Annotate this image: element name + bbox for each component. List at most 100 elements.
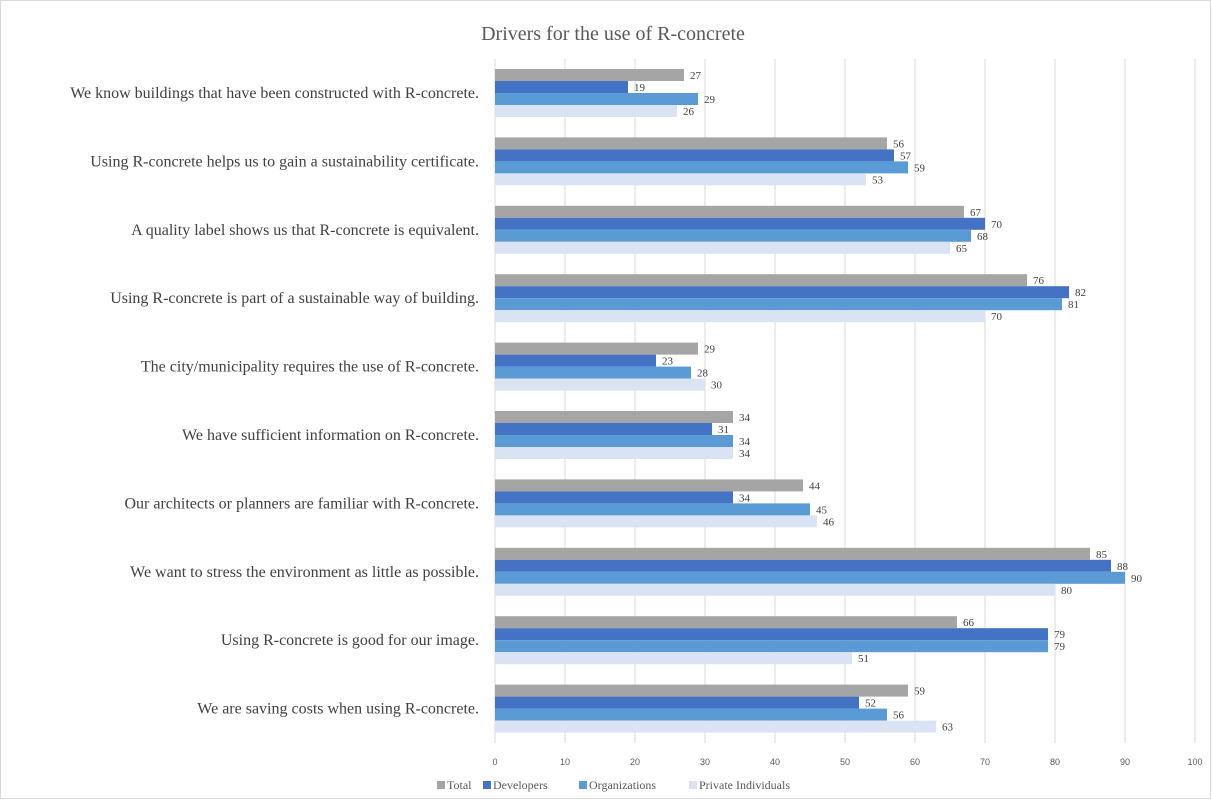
x-tick-label: 60 xyxy=(910,757,920,767)
category-labels: We know buildings that have been constru… xyxy=(70,85,479,718)
data-label: 70 xyxy=(991,219,1003,231)
data-label: 59 xyxy=(914,686,926,698)
data-labels: 2719292656575953677068657682817029232830… xyxy=(634,70,1143,734)
bar-organizations xyxy=(495,708,887,721)
bar-developers xyxy=(495,81,628,93)
x-tick-label: 50 xyxy=(840,757,850,767)
x-tick-label: 40 xyxy=(770,757,780,767)
data-label: 70 xyxy=(991,311,1003,323)
data-label: 34 xyxy=(739,492,751,504)
bar-total xyxy=(495,411,733,423)
legend-label: Private Individuals xyxy=(699,778,790,792)
bar-total xyxy=(495,479,803,492)
bar-total xyxy=(495,69,684,81)
x-axis-tick-labels: 0 10 20 30 40 50 60 70 80 90 100 xyxy=(492,757,1202,767)
legend-swatch xyxy=(483,781,491,789)
data-label: 52 xyxy=(865,698,876,710)
x-tick-label: 80 xyxy=(1050,757,1060,767)
data-label: 66 xyxy=(963,617,975,629)
data-label: 56 xyxy=(893,138,905,150)
bars xyxy=(495,69,1125,733)
legend-label: Total xyxy=(447,778,472,792)
x-tick-label: 20 xyxy=(630,757,640,767)
bar-organizations xyxy=(495,571,1125,584)
bar-private-individuals xyxy=(495,105,677,117)
data-label: 31 xyxy=(718,424,729,436)
data-label: 63 xyxy=(942,722,954,734)
bar-developers xyxy=(495,628,1048,641)
data-label: 81 xyxy=(1068,299,1079,311)
data-label: 68 xyxy=(977,231,989,243)
x-tick-label: 90 xyxy=(1120,757,1130,767)
bar-developers xyxy=(495,217,985,230)
data-label: 82 xyxy=(1075,287,1086,299)
data-label: 34 xyxy=(739,436,751,448)
legend-label: Developers xyxy=(493,778,548,792)
data-label: 34 xyxy=(739,448,751,460)
bar-organizations xyxy=(495,93,698,105)
data-label: 29 xyxy=(704,344,716,356)
data-label: 30 xyxy=(711,380,723,392)
bar-organizations xyxy=(495,229,971,242)
data-label: 34 xyxy=(739,412,751,424)
data-label: 26 xyxy=(683,106,695,118)
x-tick-label: 30 xyxy=(700,757,710,767)
category-label: We want to stress the environment as lit… xyxy=(130,564,479,581)
data-label: 56 xyxy=(893,710,905,722)
data-label: 59 xyxy=(914,162,926,174)
data-label: 85 xyxy=(1096,549,1108,561)
bar-developers xyxy=(495,354,656,367)
data-label: 88 xyxy=(1117,561,1129,573)
category-label: We have sufficient information on R-conc… xyxy=(182,427,479,444)
bar-organizations xyxy=(495,435,733,447)
bar-private-individuals xyxy=(495,720,936,733)
category-label: A quality label shows us that R-concrete… xyxy=(131,222,479,239)
bar-total xyxy=(495,274,1027,287)
bar-developers xyxy=(495,696,859,709)
x-tick-label: 10 xyxy=(560,757,570,767)
bar-private-individuals xyxy=(495,241,950,254)
bar-developers xyxy=(495,286,1069,299)
bar-private-individuals xyxy=(495,378,705,391)
category-label: We are saving costs when using R-concret… xyxy=(197,701,479,718)
category-label: Using R-concrete is part of a sustainabl… xyxy=(110,290,479,307)
bar-private-individuals xyxy=(495,652,852,665)
data-label: 19 xyxy=(634,82,646,94)
data-label: 76 xyxy=(1033,275,1045,287)
bar-private-individuals xyxy=(495,310,985,323)
data-label: 80 xyxy=(1061,585,1073,597)
data-label: 65 xyxy=(956,243,968,255)
bar-organizations xyxy=(495,366,691,379)
bar-organizations xyxy=(495,503,810,516)
bar-private-individuals xyxy=(495,447,733,459)
data-label: 28 xyxy=(697,368,709,380)
data-label: 46 xyxy=(823,516,835,528)
bar-total xyxy=(495,616,957,629)
data-label: 79 xyxy=(1054,629,1066,641)
category-label: Using R-concrete is good for our image. xyxy=(221,632,479,649)
bar-organizations xyxy=(495,640,1048,653)
data-label: 90 xyxy=(1131,573,1143,585)
bar-organizations xyxy=(495,298,1062,311)
data-label: 45 xyxy=(816,504,828,516)
legend-swatch xyxy=(579,781,587,789)
bar-organizations xyxy=(495,161,908,174)
bar-total xyxy=(495,547,1090,560)
x-tick-label: 100 xyxy=(1187,757,1202,767)
legend-label: Organizations xyxy=(589,778,656,792)
chart-title: Drivers for the use of R-concrete xyxy=(481,23,745,45)
legend-swatch xyxy=(689,781,697,789)
data-label: 53 xyxy=(872,174,884,186)
bar-developers xyxy=(495,491,733,504)
category-label: We know buildings that have been constru… xyxy=(70,85,479,102)
category-label: The city/municipality requires the use o… xyxy=(141,359,479,376)
bar-developers xyxy=(495,423,712,435)
bar-total xyxy=(495,684,908,697)
bar-private-individuals xyxy=(495,173,866,186)
legend-swatch xyxy=(437,781,445,789)
x-tick-label: 0 xyxy=(492,757,497,767)
bar-private-individuals xyxy=(495,583,1055,596)
data-label: 23 xyxy=(662,356,674,368)
